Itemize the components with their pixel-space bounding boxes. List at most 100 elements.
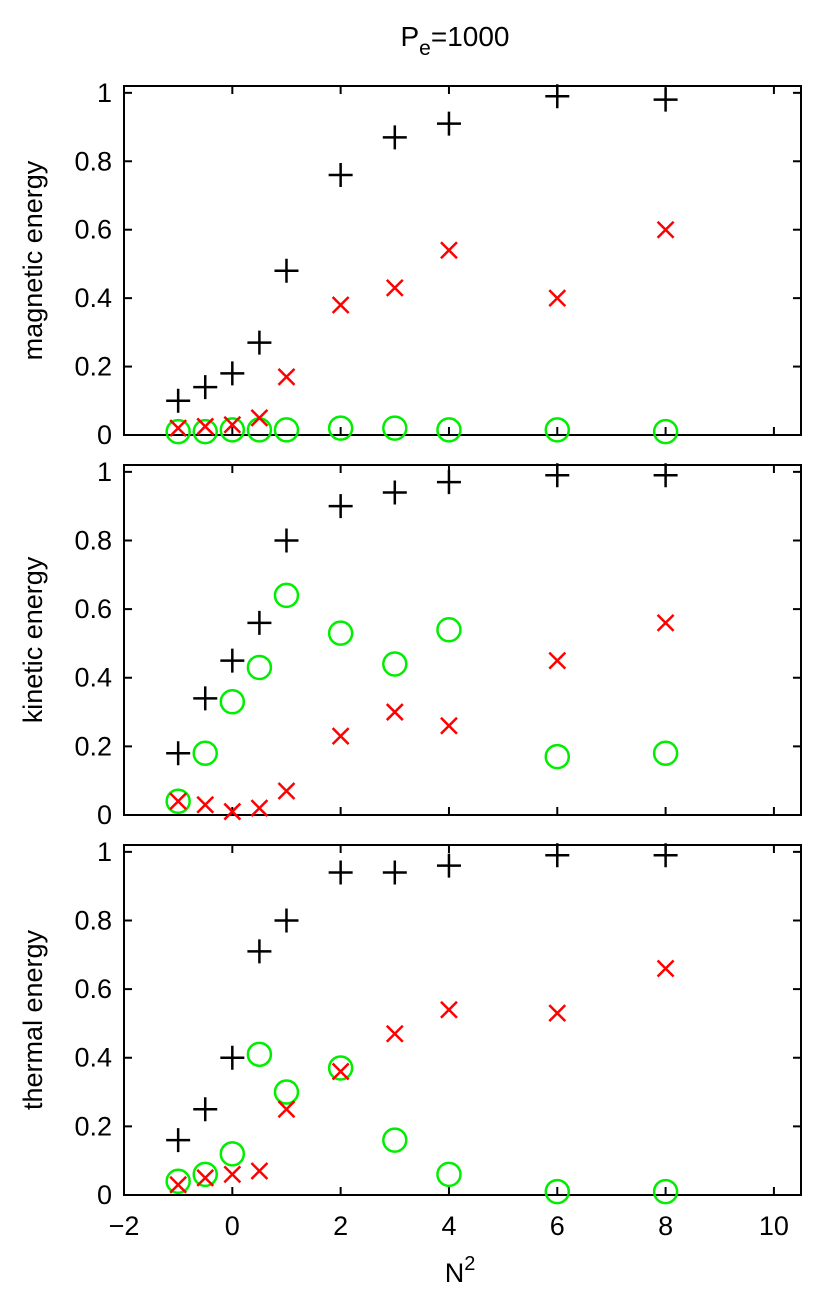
marker-cross (385, 703, 404, 721)
y-tick-label: 0.6 (74, 974, 112, 1004)
marker-plus (382, 480, 407, 505)
x-tick-label: −2 (109, 1211, 140, 1241)
marker-plus (220, 648, 245, 673)
marker-circle (436, 616, 462, 643)
y-tick-label: 0 (97, 420, 112, 450)
marker-circle (165, 418, 191, 445)
plot-frame (123, 85, 802, 436)
marker-plus (545, 84, 570, 109)
marker-circle (219, 417, 246, 443)
marker-cross (331, 296, 350, 314)
marker-circle (544, 1178, 571, 1205)
y-tick-label: 0.2 (74, 731, 112, 761)
marker-cross (656, 959, 675, 978)
y-tick-label: 0.8 (74, 905, 112, 935)
marker-plus (193, 375, 218, 400)
marker-plus (653, 843, 678, 868)
y-tick-label: 0.2 (74, 352, 112, 382)
marker-plus (436, 853, 461, 878)
x-tick-label: 10 (759, 1211, 789, 1241)
marker-cross (196, 417, 215, 436)
marker-plus (382, 860, 407, 885)
marker-circle (382, 415, 408, 441)
marker-circle (436, 417, 462, 443)
marker-circle (165, 1168, 191, 1195)
marker-plus (653, 463, 678, 488)
x-tick-label: 2 (333, 1211, 348, 1241)
marker-circle (382, 651, 408, 677)
marker-plus (193, 686, 218, 711)
marker-circle (246, 417, 273, 443)
marker-plus (166, 1128, 191, 1153)
marker-cross (169, 419, 188, 438)
marker-plus (436, 111, 461, 136)
marker-cross (656, 220, 675, 239)
marker-circle (544, 743, 571, 770)
y-tick-label: 0 (97, 800, 112, 830)
marker-plus (545, 843, 570, 868)
title-subscript: e (419, 37, 431, 60)
plot-frame (123, 464, 802, 816)
marker-circle (165, 788, 191, 815)
marker-circle (652, 418, 679, 445)
chart-title: Pe=1000 (400, 21, 509, 60)
marker-plus (328, 494, 353, 519)
marker-cross (385, 278, 404, 297)
marker-circle (436, 1161, 462, 1188)
marker-cross (277, 367, 296, 386)
marker-circle (192, 418, 218, 445)
marker-circle (192, 1161, 218, 1188)
marker-plus (653, 87, 678, 112)
marker-cross (223, 1165, 242, 1184)
x-axis-title-superscript: 2 (464, 1253, 475, 1275)
x-tick-label: 6 (550, 1211, 565, 1241)
marker-cross (440, 716, 458, 735)
y-tick-label: 1 (97, 837, 112, 867)
marker-plus (166, 388, 191, 413)
marker-circle (246, 1041, 273, 1068)
marker-circle (652, 740, 679, 766)
marker-circle (219, 689, 246, 715)
marker-plus (220, 361, 245, 386)
marker-cross (169, 792, 188, 811)
y-tick-label: 0.2 (74, 1111, 112, 1141)
marker-cross (331, 727, 350, 745)
y-tick-label: 0.6 (74, 594, 112, 624)
y-tick-label: 1 (97, 78, 112, 108)
x-axis-title-main: N (445, 1258, 465, 1288)
marker-plus (247, 610, 272, 635)
marker-circle (544, 417, 571, 443)
marker-plus (166, 741, 191, 766)
y-tick-label: 0 (97, 1180, 112, 1210)
y-tick-label: 0.8 (74, 146, 112, 176)
marker-cross (277, 782, 296, 800)
marker-plus (436, 470, 461, 495)
marker-cross (169, 1175, 188, 1194)
marker-cross (196, 795, 215, 814)
marker-plus (382, 125, 407, 150)
marker-circle (273, 417, 300, 443)
marker-plus (328, 162, 353, 187)
y-axis-title: kinetic energy (18, 556, 48, 723)
marker-plus (545, 463, 570, 488)
marker-plus (274, 528, 299, 553)
panel-1: 0 0.2 0.4 0.6 0.8 1 magnetic energy (18, 78, 802, 450)
marker-plus (247, 330, 272, 355)
y-tick-label: 0.4 (74, 1043, 112, 1073)
y-axis-title: magnetic energy (18, 160, 48, 360)
x-tick-label: 4 (441, 1211, 456, 1241)
marker-cross (250, 799, 269, 818)
marker-cross (440, 1000, 458, 1019)
marker-cross (250, 409, 269, 427)
marker-circle (652, 1178, 679, 1205)
marker-cross (656, 613, 675, 632)
marker-circle (327, 415, 354, 441)
title-main: P (400, 21, 419, 52)
marker-cross (277, 1100, 296, 1119)
marker-circle (192, 740, 218, 766)
marker-circle (273, 582, 300, 609)
marker-circle (246, 654, 273, 681)
